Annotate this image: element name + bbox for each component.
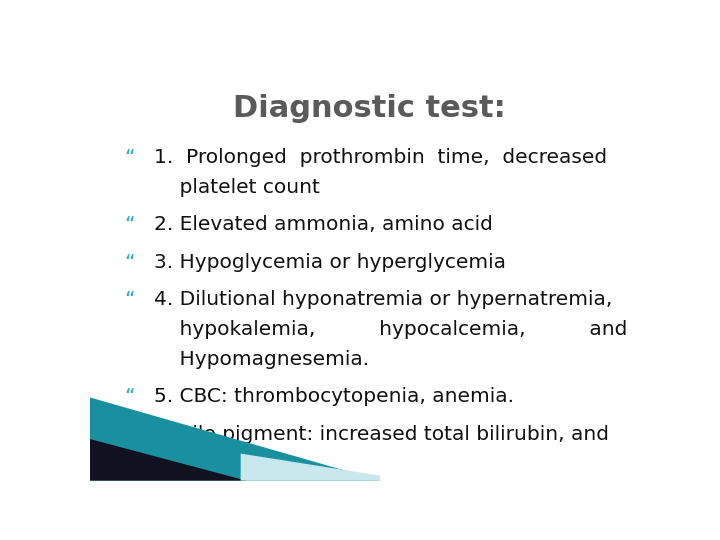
Text: hypokalemia,          hypocalcemia,          and: hypokalemia, hypocalcemia, and [154, 320, 628, 339]
Text: 1.  Prolonged  prothrombin  time,  decreased: 1. Prolonged prothrombin time, decreased [154, 148, 607, 167]
Text: 3. Hypoglycemia or hyperglycemia: 3. Hypoglycemia or hyperglycemia [154, 253, 506, 272]
Text: “: “ [124, 253, 135, 272]
Text: 6. bile pigment: increased total bilirubin, and: 6. bile pigment: increased total bilirub… [154, 425, 609, 444]
Text: 5. CBC: thrombocytopenia, anemia.: 5. CBC: thrombocytopenia, anemia. [154, 388, 514, 407]
Text: direct.: direct. [154, 455, 243, 474]
Text: “: “ [124, 215, 135, 234]
Text: 2. Elevated ammonia, amino acid: 2. Elevated ammonia, amino acid [154, 215, 493, 234]
Polygon shape [90, 397, 380, 481]
Text: “: “ [124, 425, 135, 444]
Text: “: “ [124, 290, 135, 309]
Polygon shape [90, 439, 246, 481]
Text: 4. Dilutional hyponatremia or hypernatremia,: 4. Dilutional hyponatremia or hypernatre… [154, 290, 613, 309]
Polygon shape [240, 454, 380, 481]
Text: “: “ [124, 148, 135, 167]
Text: Hypomagnesemia.: Hypomagnesemia. [154, 350, 369, 369]
Text: platelet count: platelet count [154, 178, 320, 197]
Text: “: “ [124, 388, 135, 407]
Text: Diagnostic test:: Diagnostic test: [233, 94, 505, 123]
